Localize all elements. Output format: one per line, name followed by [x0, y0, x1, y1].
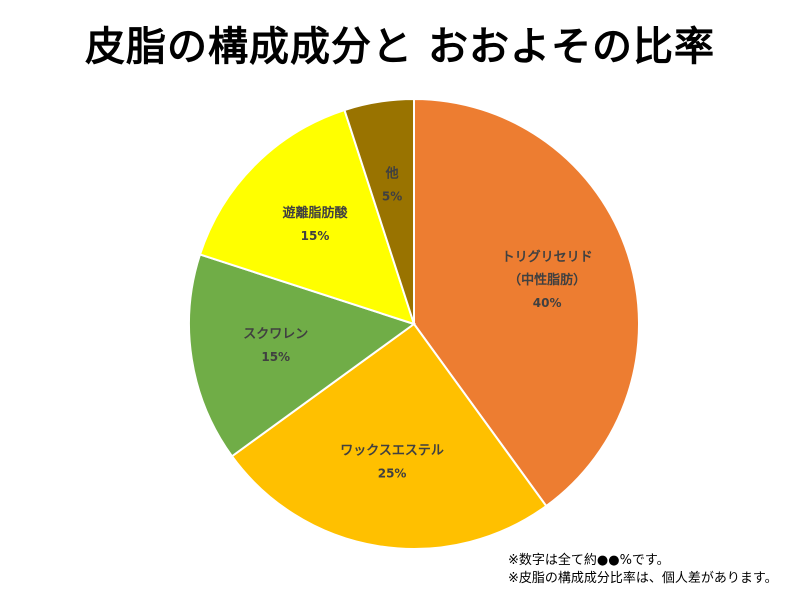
pie-slice-name-3-0: 遊離脂肪酸: [282, 205, 348, 221]
pie-slice-value-2: 15%: [261, 350, 290, 364]
pie-slice-label-2: スクワレン 15%: [243, 327, 308, 364]
pie-slice-value-0: 40%: [533, 296, 562, 310]
pie-slice-name-1-0: ワックスエステル: [340, 443, 444, 458]
pie-slice-value-4: 5%: [382, 190, 402, 204]
pie-slice-label-4: 他 5%: [382, 166, 402, 204]
chart-title: 皮脂の構成成分と おおよその比率: [85, 24, 715, 70]
pie-slice-1: [230, 322, 548, 550]
pie-slice-value-3: 15%: [301, 229, 330, 243]
pie-slice-label-3: 遊離脂肪酸 15%: [282, 205, 348, 243]
footnotes: ※数字は全て約●●%です。 ※皮脂の構成成分比率は、個人差があります。: [508, 552, 778, 588]
pie-slice-name-0-1: （中性脂肪）: [508, 272, 586, 288]
pie-slice-2: [188, 253, 417, 458]
pie-slice-value-1: 25%: [378, 466, 407, 480]
pie-slice-label-0: トリグリセリド （中性脂肪） 40%: [502, 249, 593, 310]
pie-slice-3: [198, 108, 416, 326]
pie-slice-0: [413, 97, 640, 508]
pie-slice-name-4-0: 他: [385, 166, 399, 182]
pie-slice-name-0-0: トリグリセリド: [502, 249, 593, 265]
pie-slice-4: [343, 97, 415, 325]
pie-slice-name-2-0: スクワレン: [243, 327, 308, 342]
footnote-approx: ※数字は全て約●●%です。: [508, 553, 670, 568]
footnote-individual: ※皮脂の構成成分比率は、個人差があります。: [508, 571, 778, 586]
pie-slice-label-1: ワックスエステル 25%: [340, 443, 444, 480]
